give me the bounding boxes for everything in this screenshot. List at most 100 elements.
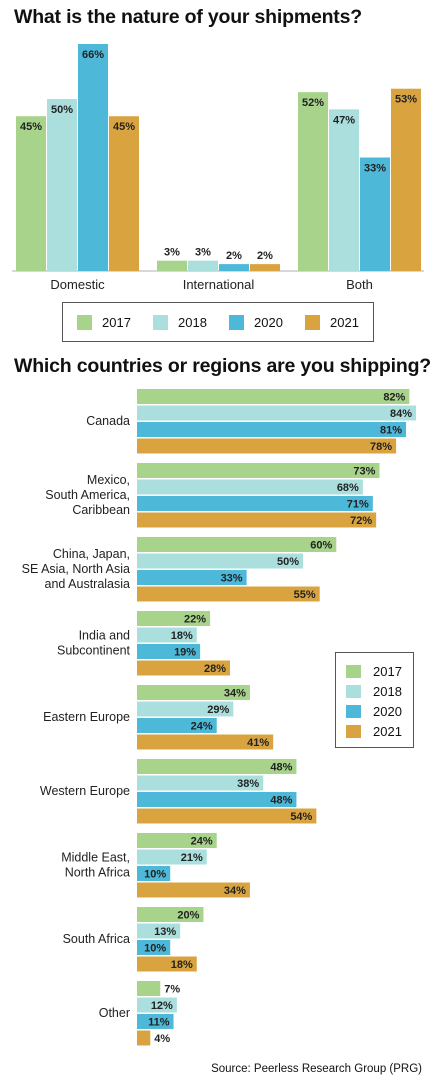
shipping-regions-chart: 82% 84% 81% 78% Canada 73% 68% 71% 72% Mexico, Sou…	[22, 389, 416, 1046]
bar-label-international-2017: 3%	[164, 247, 180, 259]
hbar-mexico-south-america-caribbean-2017	[137, 463, 380, 478]
hbar-label-other-2020: 11%	[148, 1017, 170, 1029]
hbar-eastern-europe-2020	[137, 718, 217, 733]
hbar-western-europe-2021	[137, 808, 317, 824]
hbar-china-japan-se-asia-north-asia-and-australasia-2020	[137, 570, 247, 585]
bar-domestic-2018	[47, 99, 77, 271]
legend-swatch-2017	[77, 315, 92, 330]
legend-label-2017: 2017	[102, 315, 131, 330]
legend2-label-2021: 2021	[373, 724, 402, 739]
hbar-china-japan-se-asia-north-asia-and-australasia-2018	[137, 553, 304, 569]
hbar-india-and-subcontinent-2017	[137, 611, 211, 626]
hbar-label-china-japan-se-asia-north-asia-and-australasia-2018: 50%	[277, 556, 299, 568]
legend2-label-2018: 2018	[373, 684, 402, 699]
bar-domestic-2017	[16, 116, 46, 272]
hbar-label-mexico-south-america-caribbean-2018: 68%	[337, 482, 359, 494]
hbar-china-japan-se-asia-north-asia-and-australasia-2021	[137, 586, 320, 602]
region-label-eastern-europe: Eastern Europe	[43, 710, 130, 724]
hbar-canada-2017	[137, 389, 410, 404]
hbar-eastern-europe-2018	[137, 701, 234, 717]
hbar-middle-east-north-africa-2018	[137, 849, 207, 865]
region-label-other: Other	[99, 1006, 130, 1020]
hbar-label-other-2018: 12%	[151, 1000, 173, 1012]
hbar-mexico-south-america-caribbean-2018	[137, 479, 363, 495]
bar-label-both-2021: 53%	[395, 94, 417, 106]
hbar-label-south-africa-2017: 20%	[177, 910, 199, 922]
bar-international-2020	[219, 264, 249, 271]
category-label-both: Both	[346, 277, 373, 292]
hbar-other-2020	[137, 1014, 174, 1029]
hbar-mexico-south-america-caribbean-2021	[137, 512, 377, 528]
bar-international-2018	[188, 260, 218, 271]
hbar-label-middle-east-north-africa-2020: 10%	[144, 869, 166, 881]
legend-label-2020: 2020	[254, 315, 283, 330]
region-label-mexico-south-america-caribbean: Mexico, South America, Caribbean	[45, 473, 130, 517]
chart1-legend: 2017 2018 2020 2021	[62, 302, 374, 342]
bar-label-domestic-2020: 66%	[82, 49, 104, 61]
hbar-label-canada-2021: 78%	[370, 441, 392, 453]
hbar-india-and-subcontinent-2020	[137, 644, 201, 659]
category-label-international: International	[183, 277, 255, 292]
region-label-western-europe: Western Europe	[40, 784, 130, 798]
hbar-label-mexico-south-america-caribbean-2021: 72%	[350, 515, 372, 527]
hbar-label-india-and-subcontinent-2020: 19%	[174, 647, 196, 659]
hbar-label-eastern-europe-2017: 34%	[224, 688, 246, 700]
hbar-label-india-and-subcontinent-2017: 22%	[184, 614, 206, 626]
category-label-domestic: Domestic	[50, 277, 105, 292]
legend2-item-2017: 2017	[346, 664, 402, 679]
hbar-label-middle-east-north-africa-2018: 21%	[181, 852, 203, 864]
bar-label-domestic-2018: 50%	[51, 104, 73, 116]
hbar-eastern-europe-2017	[137, 685, 250, 700]
hbar-india-and-subcontinent-2021	[137, 660, 230, 676]
region-label-canada: Canada	[86, 414, 130, 428]
bar-both-2021	[391, 88, 421, 271]
chart2-legend: 2017 2018 2020 2021	[335, 652, 414, 748]
hbar-western-europe-2017	[137, 759, 297, 774]
hbar-label-middle-east-north-africa-2017: 24%	[191, 836, 213, 848]
hbar-middle-east-north-africa-2017	[137, 833, 217, 848]
hbar-label-eastern-europe-2018: 29%	[207, 704, 229, 716]
legend2-swatch-2020	[346, 705, 361, 718]
hbar-canada-2020	[137, 422, 407, 437]
hbar-south-africa-2017	[137, 907, 204, 922]
hbar-canada-2018	[137, 405, 416, 421]
hbar-label-middle-east-north-africa-2021: 34%	[224, 885, 246, 897]
chart1-title: What is the nature of your shipments?	[14, 6, 362, 28]
legend-item-2020: 2020	[229, 315, 283, 330]
hbar-label-other-2017: 7%	[164, 984, 180, 996]
bar-label-international-2021: 2%	[257, 250, 273, 262]
bar-label-both-2017: 52%	[302, 97, 324, 109]
hbar-label-china-japan-se-asia-north-asia-and-australasia-2017: 60%	[310, 540, 332, 552]
hbar-label-china-japan-se-asia-north-asia-and-australasia-2020: 33%	[221, 573, 243, 585]
hbar-south-africa-2018	[137, 923, 181, 939]
hbar-south-africa-2021	[137, 956, 197, 972]
chart2-title: Which countries or regions are you shipp…	[14, 355, 431, 377]
hbar-label-china-japan-se-asia-north-asia-and-australasia-2021: 55%	[294, 589, 316, 601]
hbar-china-japan-se-asia-north-asia-and-australasia-2017	[137, 537, 337, 552]
hbar-label-india-and-subcontinent-2021: 28%	[204, 663, 226, 675]
region-label-india-and-subcontinent: India and Subcontinent	[57, 629, 131, 658]
hbar-other-2017	[137, 981, 161, 996]
bar-label-domestic-2017: 45%	[20, 121, 42, 133]
hbar-middle-east-north-africa-2020	[137, 866, 171, 881]
shipments-nature-chart: 45% 50% 66% 45% Domestic 3% 3% 2% 2% Internationa…	[12, 44, 424, 292]
bar-label-international-2020: 2%	[226, 250, 242, 262]
legend-item-2021: 2021	[305, 315, 359, 330]
bar-label-both-2020: 33%	[364, 163, 386, 175]
legend2-label-2017: 2017	[373, 664, 402, 679]
region-label-middle-east-north-africa: Middle East, North Africa	[61, 851, 130, 880]
region-label-south-africa: South Africa	[63, 932, 130, 946]
hbar-label-eastern-europe-2021: 41%	[247, 737, 269, 749]
hbar-south-africa-2020	[137, 940, 171, 955]
legend2-swatch-2017	[346, 665, 361, 678]
hbar-label-india-and-subcontinent-2018: 18%	[171, 630, 193, 642]
bar-both-2017	[298, 92, 328, 271]
hbar-label-western-europe-2017: 48%	[270, 762, 292, 774]
hbar-india-and-subcontinent-2018	[137, 627, 197, 643]
legend2-item-2021: 2021	[346, 724, 402, 739]
legend2-swatch-2021	[346, 725, 361, 738]
legend-label-2021: 2021	[330, 315, 359, 330]
bar-both-2020	[360, 157, 390, 271]
legend-swatch-2020	[229, 315, 244, 330]
hbar-western-europe-2020	[137, 792, 297, 807]
